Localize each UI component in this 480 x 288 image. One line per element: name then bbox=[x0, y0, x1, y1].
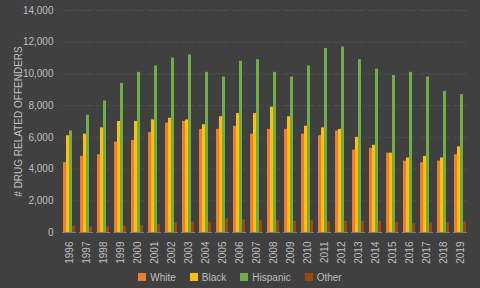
svg-text:1999: 1999 bbox=[115, 241, 126, 264]
svg-text:1997: 1997 bbox=[81, 241, 92, 264]
svg-text:8,000: 8,000 bbox=[28, 100, 53, 111]
svg-text:2017: 2017 bbox=[421, 241, 432, 264]
svg-text:2004: 2004 bbox=[200, 241, 211, 264]
svg-text:2018: 2018 bbox=[438, 241, 449, 264]
svg-text:2003: 2003 bbox=[183, 241, 194, 264]
svg-text:2016: 2016 bbox=[404, 241, 415, 264]
svg-text:# DRUG RELATED OFFENDERS: # DRUG RELATED OFFENDERS bbox=[13, 46, 24, 197]
svg-text:2002: 2002 bbox=[166, 241, 177, 264]
svg-text:2012: 2012 bbox=[336, 241, 347, 264]
html-text:Hispanic: Hispanic bbox=[252, 271, 291, 283]
svg-text:4,000: 4,000 bbox=[28, 163, 53, 174]
svg-text:2008: 2008 bbox=[268, 241, 279, 264]
svg-text:1996: 1996 bbox=[64, 241, 75, 264]
svg-text:14,000: 14,000 bbox=[23, 5, 54, 16]
html-text:Other: Other bbox=[316, 271, 342, 283]
html-text:Black: Black bbox=[201, 271, 227, 283]
svg-text:0: 0 bbox=[48, 227, 54, 238]
svg-text:2014: 2014 bbox=[370, 241, 381, 264]
svg-text:6,000: 6,000 bbox=[28, 132, 53, 143]
svg-text:2015: 2015 bbox=[387, 241, 398, 264]
svg-text:1998: 1998 bbox=[98, 241, 109, 264]
svg-text:2007: 2007 bbox=[251, 241, 262, 264]
svg-text:2,000: 2,000 bbox=[28, 195, 53, 206]
svg-text:2006: 2006 bbox=[234, 241, 245, 264]
svg-text:2019: 2019 bbox=[455, 241, 466, 264]
svg-text:2001: 2001 bbox=[149, 241, 160, 264]
svg-text:12,000: 12,000 bbox=[23, 36, 54, 47]
svg-text:2000: 2000 bbox=[132, 241, 143, 264]
svg-text:2009: 2009 bbox=[285, 241, 296, 264]
html-text:White: White bbox=[150, 271, 176, 283]
svg-text:10,000: 10,000 bbox=[23, 68, 54, 79]
svg-text:2011: 2011 bbox=[319, 241, 330, 263]
svg-text:2013: 2013 bbox=[353, 241, 364, 264]
svg-text:2010: 2010 bbox=[302, 241, 313, 264]
svg-text:2005: 2005 bbox=[217, 241, 228, 264]
